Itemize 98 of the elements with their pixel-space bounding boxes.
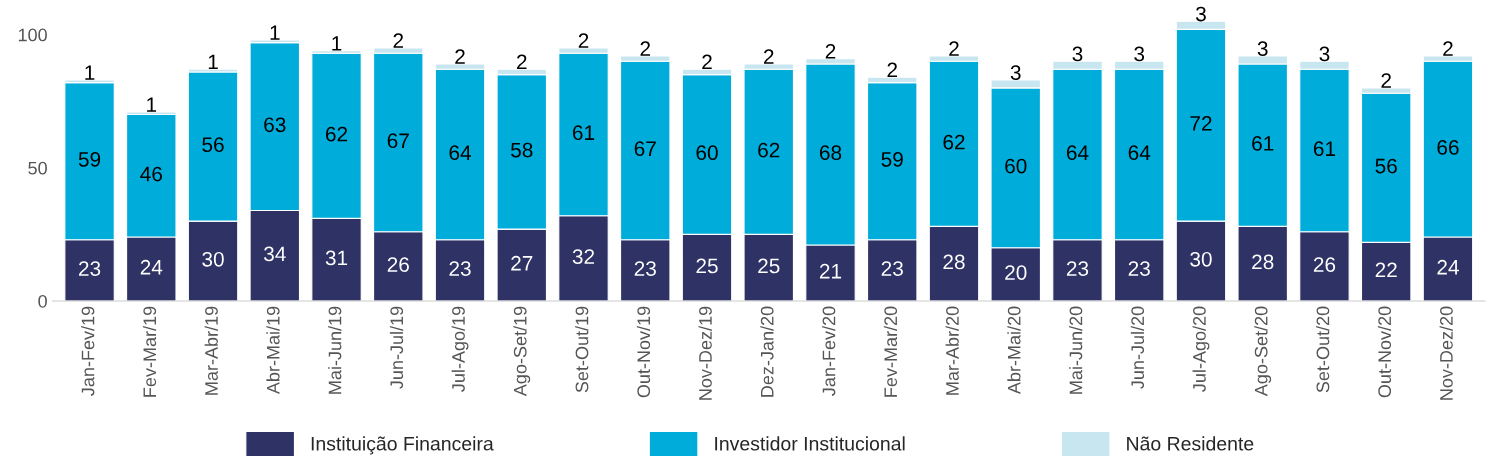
legend-label: Investidor Institucional — [715, 436, 905, 451]
x-tick-label: Set-Out/20 — [1316, 306, 1330, 393]
data-label: 2 — [702, 54, 712, 70]
data-label: 3 — [1195, 6, 1206, 22]
data-label: 66 — [1437, 140, 1459, 155]
data-label: 26 — [387, 257, 409, 272]
x-tick-label: Mar-Abr/20 — [945, 306, 959, 395]
data-label: 59 — [78, 152, 101, 167]
x-tick-label: Abr-Mai/20 — [1007, 306, 1021, 395]
x-tick-label: Ago-Set/19 — [513, 306, 531, 397]
data-label: 60 — [1005, 158, 1027, 174]
data-label: 2 — [1443, 41, 1453, 56]
x-tick-label: Mai-Jun/19 — [328, 306, 342, 394]
data-label: 67 — [634, 141, 656, 157]
data-label: 3 — [1319, 46, 1330, 62]
data-label: 62 — [758, 142, 780, 158]
x-tick-label: Abr-Mai/19 — [266, 306, 280, 395]
data-label: 2 — [393, 33, 404, 48]
x-tick-label: Out-Nov/19 — [636, 306, 651, 398]
y-tick-label: 100 — [18, 28, 47, 42]
data-label: 2 — [517, 54, 527, 70]
data-label: 28 — [1252, 254, 1274, 270]
x-tick-label: Ago-Set/20 — [1254, 306, 1272, 397]
data-label: 2 — [455, 49, 465, 64]
data-label: 22 — [1375, 262, 1397, 278]
data-label: 64 — [449, 145, 471, 161]
data-label: 60 — [696, 145, 718, 161]
data-label: 72 — [1190, 116, 1212, 131]
x-tick-label: Jun-Jul/20 — [1130, 306, 1145, 389]
data-label: 61 — [1252, 136, 1274, 151]
data-label: 34 — [263, 246, 286, 262]
x-tick-label: Nov-Dez/19 — [698, 306, 712, 400]
data-label: 61 — [1313, 141, 1336, 157]
data-label: 2 — [640, 41, 651, 56]
data-label: 23 — [1066, 261, 1089, 276]
data-label: 67 — [387, 133, 409, 149]
data-label: 2 — [949, 41, 959, 56]
y-tick-label: 50 — [28, 161, 47, 175]
y-tick-label: 0 — [38, 294, 47, 308]
data-label: 24 — [140, 259, 163, 275]
data-label: 3 — [1257, 41, 1268, 56]
x-tick-label: Jul-Ago/20 — [1192, 306, 1210, 392]
data-label: 64 — [1128, 145, 1151, 161]
data-label: 30 — [202, 251, 224, 267]
data-label: 23 — [449, 261, 471, 276]
data-label: 23 — [1128, 261, 1150, 276]
data-label: 1 — [208, 54, 218, 70]
data-label: 23 — [881, 261, 903, 276]
data-label: 61 — [572, 125, 595, 141]
data-label: 62 — [943, 134, 965, 150]
data-label: 2 — [578, 33, 589, 48]
data-label: 3 — [1134, 46, 1145, 62]
data-label: 63 — [264, 117, 286, 133]
data-label: 1 — [332, 36, 342, 51]
x-tick-label: Fev-Mar/20 — [883, 306, 898, 397]
x-tick-label: Jan-Fev/19 — [81, 306, 95, 396]
data-label: 62 — [326, 126, 348, 142]
data-label: 68 — [819, 145, 842, 161]
data-label: 1 — [147, 97, 157, 112]
data-label: 64 — [1066, 145, 1089, 161]
data-label: 25 — [758, 258, 780, 274]
data-label: 1 — [85, 65, 95, 80]
x-tick-label: Out-Nov/20 — [1377, 306, 1392, 398]
data-label: 26 — [1313, 257, 1336, 272]
data-label: 27 — [511, 255, 533, 271]
data-label: 31 — [325, 250, 348, 266]
x-tick-label: Mai-Jun/20 — [1069, 306, 1083, 394]
data-label: 2 — [825, 43, 836, 59]
x-tick-label: Jan-Fev/20 — [822, 306, 836, 396]
data-label: 56 — [1375, 158, 1397, 174]
data-label: 2 — [1381, 73, 1391, 88]
data-label: 25 — [696, 258, 718, 274]
data-label: 30 — [1190, 251, 1212, 267]
data-label: 24 — [1437, 259, 1459, 275]
legend-label: Instituição Financeira — [311, 436, 494, 455]
data-label: 46 — [140, 166, 162, 182]
x-tick-label: Jun-Jul/19 — [389, 306, 404, 389]
data-label: 1 — [270, 25, 280, 40]
x-tick-label: Fev-Mar/19 — [142, 306, 157, 397]
data-label: 58 — [511, 142, 533, 158]
data-label: 23 — [79, 261, 101, 276]
x-tick-label: Mar-Abr/19 — [204, 306, 218, 395]
x-tick-label: Nov-Dez/20 — [1439, 306, 1453, 400]
data-label: 2 — [764, 49, 774, 64]
data-label: 3 — [1010, 65, 1021, 80]
data-label: 2 — [887, 62, 897, 78]
data-label: 3 — [1072, 46, 1083, 62]
data-label: 32 — [572, 249, 595, 264]
data-label: 20 — [1005, 265, 1027, 280]
x-tick-label: Jul-Ago/19 — [451, 306, 469, 392]
x-tick-label: Set-Out/19 — [575, 306, 589, 393]
data-label: 28 — [943, 254, 965, 270]
data-label: 21 — [819, 263, 842, 279]
data-label: 56 — [202, 137, 224, 153]
data-label: 59 — [881, 152, 903, 167]
x-tick-label: Dez-Jan/20 — [760, 306, 774, 397]
legend-label: Não Residente — [1127, 436, 1254, 451]
data-label: 23 — [634, 261, 656, 276]
